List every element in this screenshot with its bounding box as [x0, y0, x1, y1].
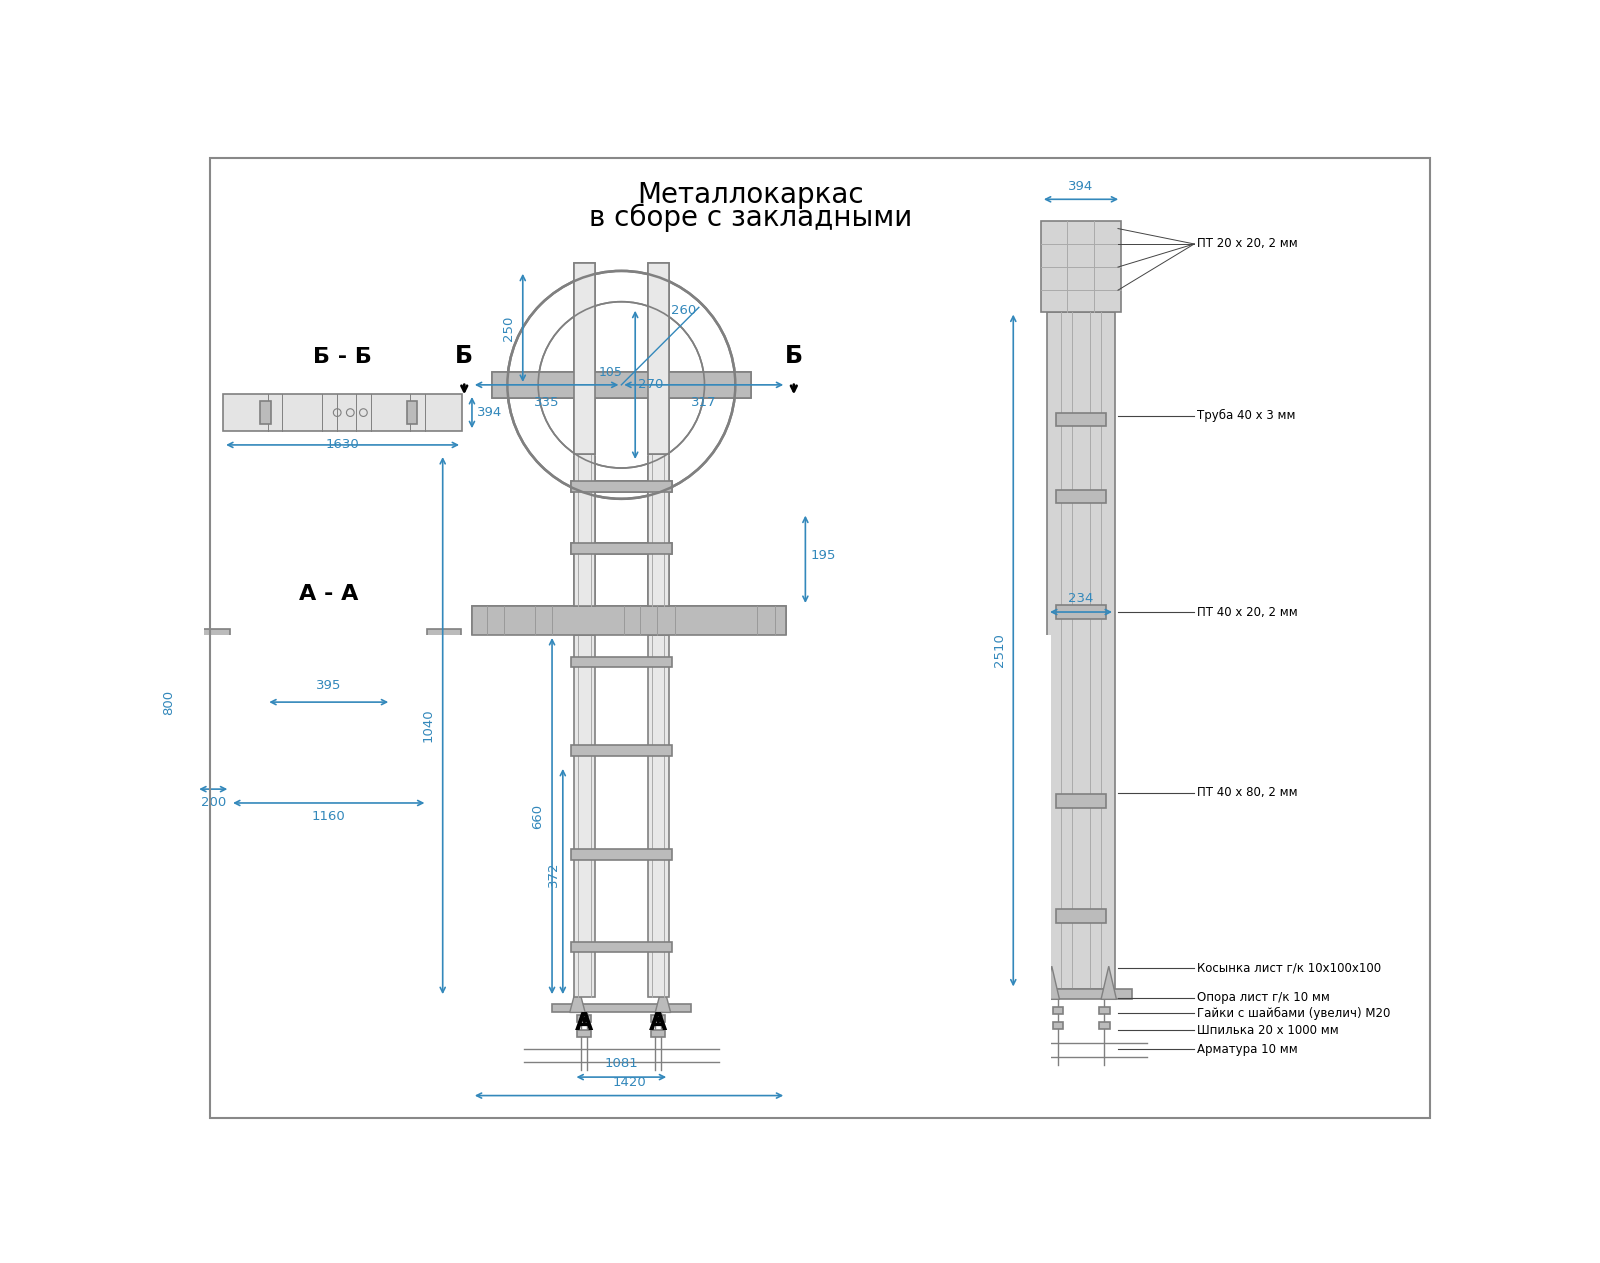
Text: в сборе с закладными: в сборе с закладными — [589, 203, 912, 232]
Bar — [578, 1014, 592, 1022]
Text: Металлокаркас: Металлокаркас — [637, 181, 864, 208]
Text: 1420: 1420 — [613, 1076, 646, 1089]
Text: Б: Б — [786, 344, 803, 368]
Text: 317: 317 — [691, 395, 717, 409]
Text: 394: 394 — [1069, 181, 1094, 193]
Bar — [571, 745, 672, 757]
Bar — [1046, 312, 1115, 989]
Bar — [1056, 605, 1106, 619]
Bar — [648, 455, 669, 606]
Bar — [1053, 1007, 1064, 1014]
Bar — [427, 629, 461, 775]
Text: Опора лист г/к 10 мм: Опора лист г/к 10 мм — [1197, 991, 1330, 1004]
Bar — [1053, 1023, 1064, 1029]
Polygon shape — [1101, 966, 1117, 999]
Bar — [574, 263, 595, 455]
Polygon shape — [656, 983, 670, 1013]
Bar — [574, 635, 595, 997]
Bar — [571, 745, 672, 757]
Bar — [571, 657, 672, 667]
Bar — [1056, 490, 1106, 504]
Bar — [648, 455, 669, 606]
Polygon shape — [570, 983, 586, 1013]
Bar — [648, 263, 669, 455]
Text: Гайки с шайбами (увелич) М20: Гайки с шайбами (увелич) М20 — [1197, 1007, 1390, 1019]
Bar — [261, 402, 270, 424]
Text: Б - Б: Б - Б — [314, 347, 373, 368]
Bar — [571, 657, 672, 667]
Text: ПТ 20 х 20, 2 мм: ПТ 20 х 20, 2 мм — [1197, 237, 1298, 250]
Text: 2510: 2510 — [992, 634, 1005, 667]
Bar — [1030, 989, 1131, 999]
Text: 800: 800 — [163, 690, 176, 715]
Bar — [571, 481, 672, 491]
Bar — [1056, 793, 1106, 807]
Bar — [571, 543, 672, 553]
Bar — [651, 1014, 666, 1022]
Bar — [472, 606, 786, 635]
Text: 234: 234 — [1069, 592, 1094, 605]
Bar — [197, 629, 230, 775]
Bar — [491, 371, 750, 398]
Bar — [648, 635, 669, 997]
Text: 260: 260 — [672, 304, 696, 317]
Bar — [1099, 1007, 1109, 1014]
Text: 395: 395 — [317, 679, 341, 692]
Bar — [578, 1031, 592, 1037]
Bar — [205, 635, 1051, 1124]
Text: А: А — [576, 1010, 594, 1034]
Text: 1040: 1040 — [422, 709, 435, 743]
Text: 270: 270 — [638, 379, 664, 392]
Bar — [230, 695, 429, 709]
Bar — [571, 849, 672, 860]
Text: Шпилька 20 х 1000 мм: Шпилька 20 х 1000 мм — [1197, 1023, 1339, 1037]
Text: ПТ 40 х 80, 2 мм: ПТ 40 х 80, 2 мм — [1197, 787, 1298, 799]
Bar — [491, 371, 750, 398]
Bar — [574, 263, 595, 455]
Bar — [574, 455, 595, 606]
Bar — [571, 849, 672, 860]
Bar — [406, 402, 418, 424]
Bar — [571, 481, 672, 491]
Bar — [1056, 413, 1106, 427]
Text: 394: 394 — [477, 407, 502, 419]
Bar — [651, 1031, 666, 1037]
Text: А - А: А - А — [299, 585, 358, 604]
Bar — [552, 1004, 691, 1013]
Bar — [472, 606, 786, 635]
Text: Арматура 10 мм: Арматура 10 мм — [1197, 1043, 1298, 1056]
Bar — [491, 322, 750, 456]
Bar — [571, 543, 672, 553]
Bar — [1056, 909, 1106, 923]
Bar — [648, 635, 669, 997]
Text: А: А — [650, 1010, 667, 1034]
Text: 1160: 1160 — [312, 810, 346, 823]
Text: Косынка лист г/к 10х100х100: Косынка лист г/к 10х100х100 — [1197, 961, 1381, 974]
Bar — [574, 635, 595, 997]
Text: ПТ 40 х 20, 2 мм: ПТ 40 х 20, 2 мм — [1197, 605, 1298, 619]
Text: 195: 195 — [811, 549, 837, 562]
Polygon shape — [1045, 966, 1059, 999]
Bar — [571, 942, 672, 952]
Text: 200: 200 — [200, 796, 226, 810]
Bar — [224, 394, 462, 431]
Text: 335: 335 — [534, 395, 560, 409]
Bar — [648, 263, 669, 455]
Bar — [1042, 221, 1122, 312]
Bar — [574, 455, 595, 606]
Text: 372: 372 — [547, 861, 560, 887]
Text: 1081: 1081 — [605, 1057, 638, 1070]
Text: 660: 660 — [531, 803, 544, 829]
Text: Б: Б — [456, 344, 474, 368]
Bar — [1099, 1023, 1109, 1029]
Text: 250: 250 — [502, 316, 515, 341]
Bar — [571, 942, 672, 952]
Text: 105: 105 — [598, 366, 622, 379]
Text: 1630: 1630 — [326, 438, 360, 451]
Text: Труба 40 х 3 мм: Труба 40 х 3 мм — [1197, 409, 1296, 422]
